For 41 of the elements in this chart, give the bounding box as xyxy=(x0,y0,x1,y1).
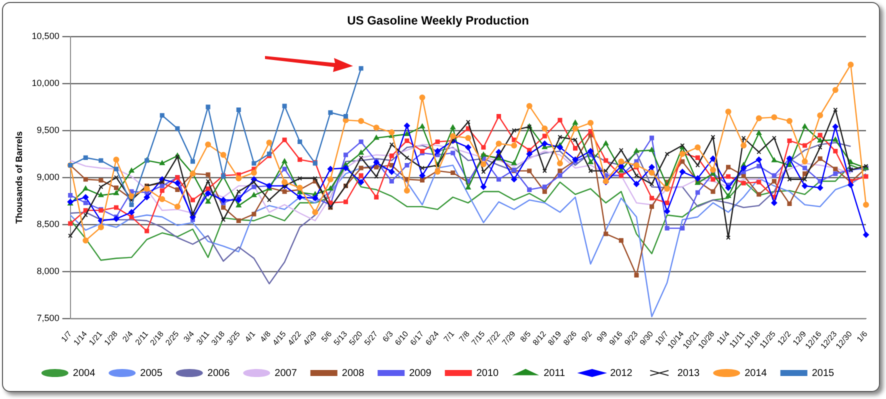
y-tick-label: 9,500 xyxy=(36,124,60,135)
legend-label: 2006 xyxy=(207,368,230,379)
y-tick-label: 8,000 xyxy=(36,266,60,276)
x-tick-label: 7/29 xyxy=(500,329,518,348)
legend-label: 2012 xyxy=(610,368,633,379)
legend-label: 2010 xyxy=(476,368,500,379)
legend-label: 2005 xyxy=(140,368,163,379)
x-tick-label: 9/2 xyxy=(580,329,594,344)
y-tick-label: 9,000 xyxy=(36,172,60,182)
y-tick-label: 10,000 xyxy=(32,78,60,88)
y-tick-label: 10,500 xyxy=(32,30,60,41)
x-tick-label: 7/15 xyxy=(470,329,488,348)
legend-label: 2009 xyxy=(409,368,432,379)
legend-label: 2015 xyxy=(812,368,835,379)
x-tick-label: 3/11 xyxy=(194,329,212,347)
x-tick-label: 4/1 xyxy=(243,329,258,344)
y-tick-label: 8,500 xyxy=(36,218,60,229)
x-tick-label: 6/10 xyxy=(393,329,411,348)
y-axis-title: Thousands of Barrels xyxy=(14,131,24,224)
x-tick-label: 2/4 xyxy=(120,329,136,344)
legend-label: 2011 xyxy=(544,368,566,379)
x-tick-label: 9/9 xyxy=(595,329,610,344)
legend-label: 2008 xyxy=(342,368,365,379)
x-tick-label: 1/7 xyxy=(60,329,74,344)
chart-title: US Gasoline Weekly Production xyxy=(347,14,529,28)
legend-label: 2004 xyxy=(72,368,96,379)
x-tick-label: 8/19 xyxy=(546,329,564,348)
x-tick-label: 5/6 xyxy=(320,329,334,344)
x-tick-label: 7/8 xyxy=(457,329,472,344)
x-tick-label: 6/3 xyxy=(380,329,396,344)
x-tick-label: 3/4 xyxy=(182,329,196,344)
legend-label: 2014 xyxy=(744,368,768,379)
x-tick-label: 4/8 xyxy=(258,329,273,344)
x-tick-label: 1/6 xyxy=(855,329,870,344)
x-tick-label: 9/30 xyxy=(638,329,656,348)
x-tick-label: 4/29 xyxy=(301,329,319,348)
x-tick-label: 8/5 xyxy=(518,329,533,344)
y-tick-label: 7,500 xyxy=(36,312,60,323)
legend-label: 2013 xyxy=(677,368,700,379)
x-tick-label: 7/1 xyxy=(442,329,456,344)
legend-label: 2007 xyxy=(274,368,298,379)
